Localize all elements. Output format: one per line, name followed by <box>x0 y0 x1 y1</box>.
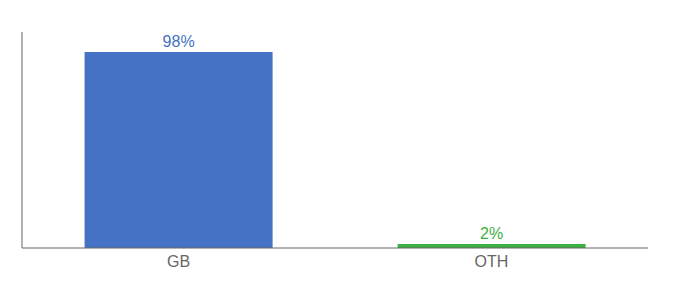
svg-text:OTH: OTH <box>475 253 509 270</box>
svg-text:98%: 98% <box>163 33 195 50</box>
svg-text:GB: GB <box>167 253 190 270</box>
svg-text:2%: 2% <box>480 225 503 242</box>
